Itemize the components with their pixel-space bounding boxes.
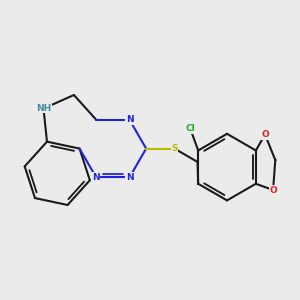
Text: Cl: Cl <box>185 124 195 133</box>
Text: N: N <box>126 173 133 182</box>
Text: O: O <box>269 185 277 194</box>
Text: O: O <box>261 130 269 139</box>
Text: N: N <box>126 115 133 124</box>
Text: S: S <box>171 144 178 153</box>
Text: NH: NH <box>36 104 51 113</box>
Text: N: N <box>92 173 100 182</box>
